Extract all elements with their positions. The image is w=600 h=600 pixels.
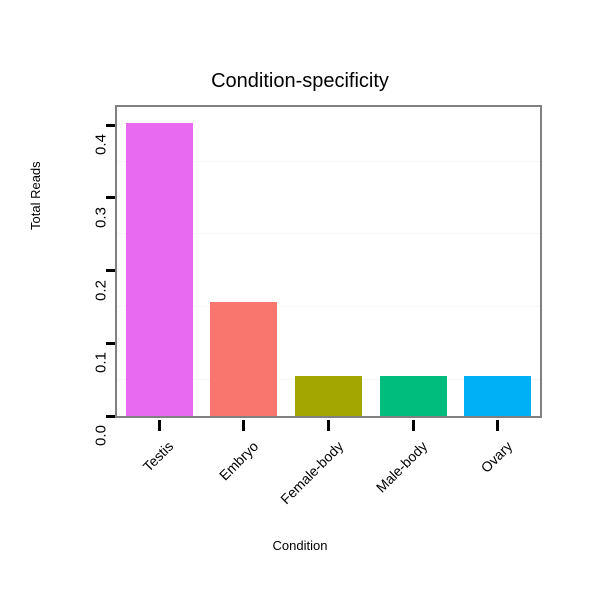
y-tick-label: 0.2 — [92, 279, 110, 301]
gridline-minor — [117, 305, 540, 307]
y-tick-label: 0.0 — [92, 425, 110, 446]
bar-female-body — [295, 376, 362, 416]
plot-panel — [115, 105, 542, 418]
y-tick-label: 0.3 — [92, 206, 110, 228]
x-tick-mark — [157, 420, 161, 431]
chart-title: Condition-specificity — [211, 70, 389, 92]
y-tick-label: 0.4 — [92, 134, 110, 156]
y-axis-title: Total Reads — [28, 161, 43, 230]
bar-male-body — [379, 376, 447, 416]
y-tick-mark — [106, 341, 115, 345]
bar-ovary — [464, 376, 532, 416]
bar-testis — [125, 123, 193, 416]
bar-embryo — [210, 301, 278, 416]
x-tick-mark — [411, 420, 415, 431]
gridline-minor — [117, 160, 540, 162]
x-tick-mark — [327, 420, 330, 431]
y-tick-mark — [106, 414, 115, 418]
y-tick-mark — [106, 269, 115, 273]
gridline-minor — [117, 233, 540, 235]
x-axis-title: Condition — [272, 538, 328, 553]
x-tick-mark — [242, 420, 246, 431]
x-tick-mark — [496, 420, 500, 431]
y-tick-mark — [106, 196, 115, 200]
y-tick-mark — [106, 123, 115, 127]
bars-layer — [117, 107, 540, 416]
y-tick-label: 0.1 — [92, 352, 110, 374]
